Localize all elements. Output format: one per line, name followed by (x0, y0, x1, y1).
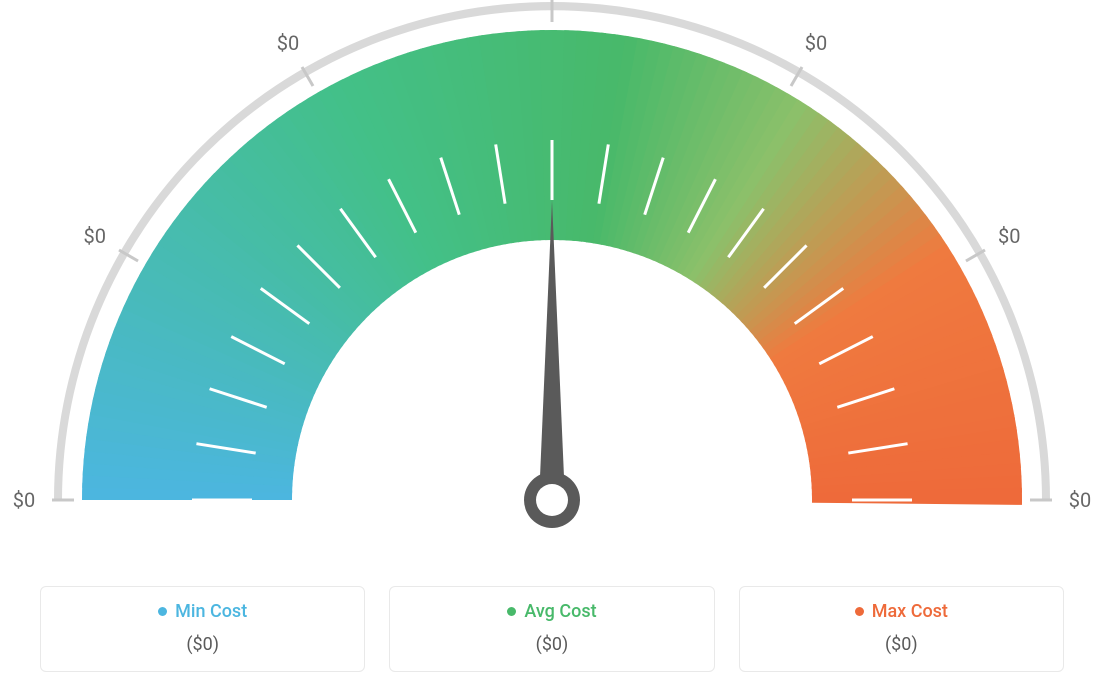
legend-max-label: Max Cost (872, 601, 948, 622)
gauge-tick-label: $0 (805, 31, 827, 55)
gauge-tick-label: $0 (83, 224, 105, 248)
legend-max-cost: Max Cost ($0) (739, 586, 1064, 672)
cost-gauge-widget: $0$0$0$0$0$0$0 Min Cost ($0) Avg Cost ($… (0, 0, 1104, 690)
legend-dot-icon (855, 607, 864, 616)
legend-avg-label: Avg Cost (524, 601, 596, 622)
legend-min-title: Min Cost (158, 601, 247, 622)
gauge-tick-label: $0 (13, 488, 35, 512)
legend-avg-title: Avg Cost (507, 601, 596, 622)
legend-min-cost: Min Cost ($0) (40, 586, 365, 672)
legend-max-value: ($0) (750, 634, 1053, 655)
legend-max-title: Max Cost (855, 601, 948, 622)
gauge-tick-label: $0 (998, 224, 1020, 248)
gauge-chart: $0$0$0$0$0$0$0 (0, 0, 1104, 570)
legend-dot-icon (158, 607, 167, 616)
gauge-tick-label: $0 (1069, 488, 1091, 512)
legend-avg-cost: Avg Cost ($0) (389, 586, 714, 672)
legend-min-label: Min Cost (175, 601, 247, 622)
gauge-svg (0, 0, 1104, 570)
legend-dot-icon (507, 607, 516, 616)
legend-row: Min Cost ($0) Avg Cost ($0) Max Cost ($0… (40, 586, 1064, 672)
gauge-tick-label: $0 (277, 31, 299, 55)
legend-min-value: ($0) (51, 634, 354, 655)
legend-avg-value: ($0) (400, 634, 703, 655)
